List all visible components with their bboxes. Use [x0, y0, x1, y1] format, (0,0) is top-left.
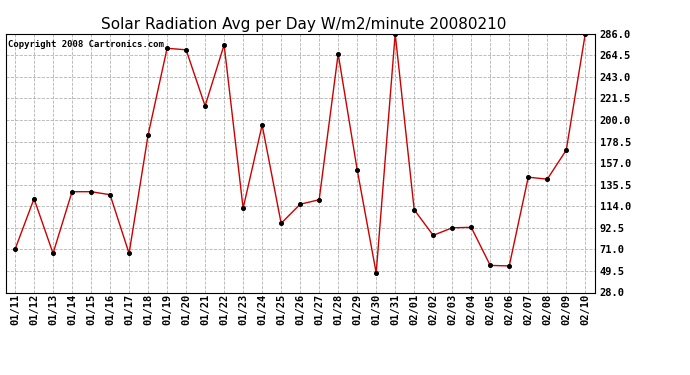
Text: Copyright 2008 Cartronics.com: Copyright 2008 Cartronics.com — [8, 40, 164, 49]
Text: Solar Radiation Avg per Day W/m2/minute 20080210: Solar Radiation Avg per Day W/m2/minute … — [101, 17, 506, 32]
